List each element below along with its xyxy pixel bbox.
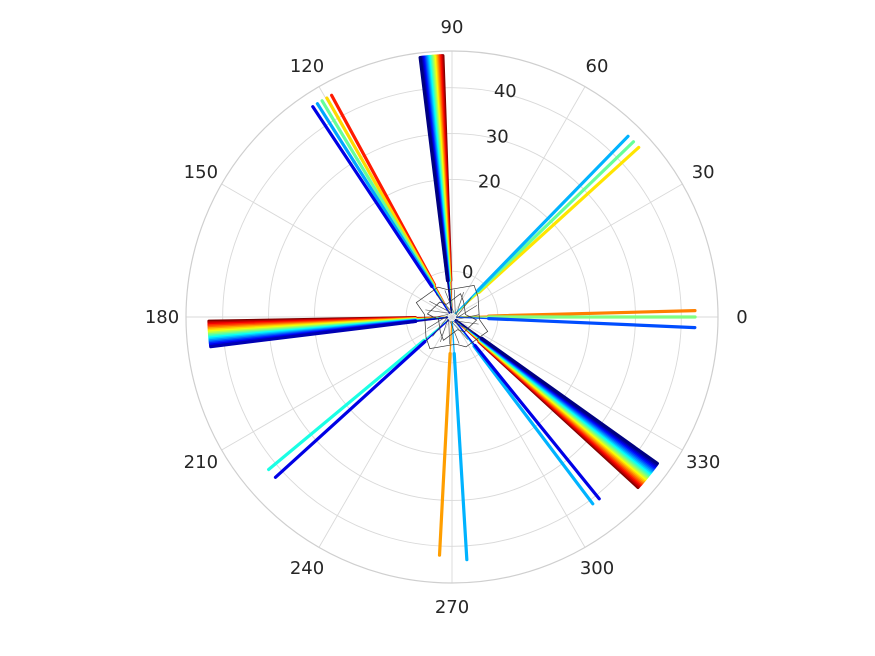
center-web-line bbox=[426, 293, 478, 341]
center-web-line bbox=[453, 321, 475, 334]
theta-gridline bbox=[451, 316, 586, 548]
data-point bbox=[476, 134, 630, 293]
data-point bbox=[473, 343, 601, 501]
theta-tick-label: 330 bbox=[686, 452, 720, 473]
data-point bbox=[480, 336, 659, 466]
r-tick-label: 30 bbox=[486, 126, 509, 147]
theta-tick-label: 90 bbox=[441, 17, 464, 38]
center-web-line bbox=[455, 291, 464, 316]
center-web-line bbox=[449, 321, 460, 344]
data-point bbox=[437, 352, 452, 557]
data-point bbox=[476, 140, 636, 294]
r-tick-label: 40 bbox=[494, 81, 517, 102]
data-point bbox=[273, 340, 427, 479]
data-point bbox=[418, 55, 450, 283]
center-web-line bbox=[454, 289, 456, 314]
data-point bbox=[472, 344, 595, 506]
data-point bbox=[209, 319, 418, 349]
theta-tick-label: 300 bbox=[580, 558, 614, 579]
center-web-line bbox=[425, 309, 450, 314]
center-web-line bbox=[432, 317, 448, 337]
center-web-line bbox=[426, 315, 448, 329]
center-web-line bbox=[415, 285, 489, 349]
theta-gridline bbox=[318, 316, 453, 548]
theta-tick-label: 240 bbox=[290, 558, 324, 579]
data-point bbox=[477, 145, 641, 294]
center-web bbox=[415, 285, 489, 349]
data-point bbox=[487, 309, 697, 318]
data-layer bbox=[207, 54, 697, 562]
data-point bbox=[267, 338, 426, 472]
theta-tick-label: 150 bbox=[184, 162, 218, 183]
polar-axis-frame bbox=[185, 50, 719, 584]
center-web-line bbox=[456, 305, 478, 319]
theta-tick-label: 270 bbox=[435, 597, 469, 618]
theta-tick-label: 210 bbox=[184, 452, 218, 473]
theta-tick-label: 60 bbox=[586, 56, 609, 77]
center-web-line bbox=[448, 320, 450, 345]
theta-gridline bbox=[451, 316, 683, 451]
theta-tick-label: 30 bbox=[692, 162, 715, 183]
data-point bbox=[452, 352, 469, 562]
tick-labels: 0 30 60 90 120 150 180 210 240 270 300 330 0 20 30 40 bbox=[145, 17, 748, 618]
data-point bbox=[487, 317, 697, 330]
r-tick-label: 20 bbox=[478, 172, 501, 193]
theta-tick-label: 0 bbox=[736, 307, 747, 328]
theta-tick-label: 120 bbox=[290, 56, 324, 77]
center-web-line bbox=[444, 290, 455, 313]
theta-tick-label: 180 bbox=[145, 307, 179, 328]
center-web-line bbox=[456, 297, 472, 317]
center-web-line bbox=[440, 318, 449, 343]
r-tick-label: 0 bbox=[462, 262, 473, 283]
center-web-line bbox=[429, 300, 451, 313]
center-web-line bbox=[424, 314, 449, 320]
theta-gridline bbox=[221, 183, 453, 318]
center-web-line bbox=[455, 314, 480, 320]
theta-gridline bbox=[221, 316, 453, 451]
center-web-line bbox=[435, 294, 453, 313]
theta-gridline bbox=[451, 183, 683, 318]
data-point bbox=[311, 105, 434, 289]
center-web-line bbox=[454, 320, 479, 325]
theta-gridline bbox=[451, 86, 586, 318]
outer-circle bbox=[185, 50, 719, 584]
center-web-line bbox=[451, 321, 469, 340]
